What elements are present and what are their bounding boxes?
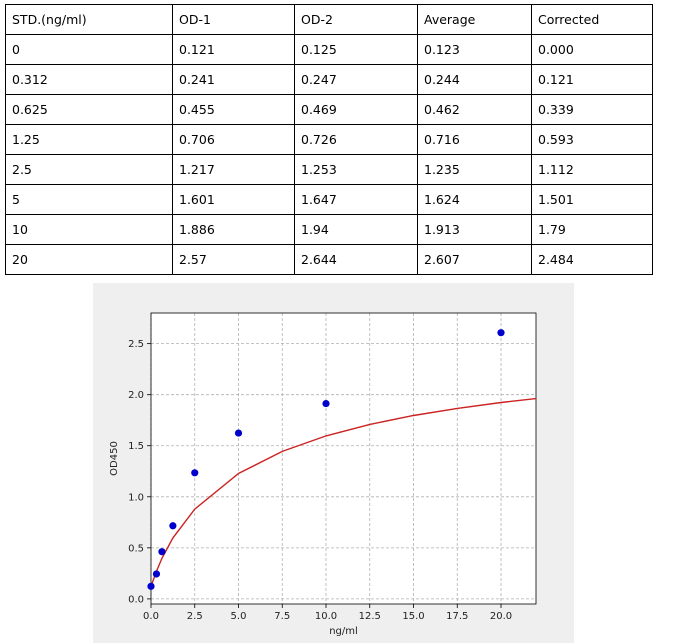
table-row: 0 0.121 0.125 0.123 0.000 (5, 34, 653, 65)
y-tick-label: 0.0 (128, 594, 144, 605)
table-row: 0.312 0.241 0.247 0.244 0.121 (5, 64, 653, 95)
cell-od1: 2.57 (172, 244, 295, 275)
cell-od2: 0.726 (294, 124, 418, 155)
cell-average: 1.913 (417, 214, 532, 245)
cell-average: 1.235 (417, 154, 532, 185)
cell-od2: 0.125 (294, 34, 418, 65)
cell-corrected: 0.339 (531, 94, 653, 125)
data-point (152, 570, 161, 578)
x-tick-label: 10.0 (315, 611, 337, 622)
cell-average: 1.624 (417, 184, 532, 215)
cell-od2: 0.247 (294, 64, 418, 95)
cell-average: 2.607 (417, 244, 532, 275)
cell-std: 0.625 (5, 94, 173, 125)
header-average: Average (417, 4, 532, 35)
cell-od1: 0.706 (172, 124, 295, 155)
cell-corrected: 0.593 (531, 124, 653, 155)
cell-od1: 1.886 (172, 214, 295, 245)
header-od2: OD-2 (294, 4, 418, 35)
x-tick-label: 12.5 (359, 611, 381, 622)
data-point (234, 429, 243, 437)
x-tick-label: 0.0 (143, 611, 159, 622)
x-tick-label: 7.5 (274, 611, 290, 622)
header-corrected: Corrected (531, 4, 653, 35)
cell-std: 2.5 (5, 154, 173, 185)
cell-corrected: 0.000 (531, 34, 653, 65)
data-point (147, 582, 155, 590)
x-tick-label: 17.5 (446, 611, 468, 622)
data-point (497, 329, 505, 337)
cell-od2: 2.644 (294, 244, 418, 275)
table-row: 1.25 0.706 0.726 0.716 0.593 (5, 124, 653, 155)
y-tick-label: 2.5 (128, 339, 144, 350)
table-row: 20 2.57 2.644 2.607 2.484 (5, 244, 653, 275)
x-axis-title: ng/ml (329, 626, 358, 637)
cell-average: 0.123 (417, 34, 532, 65)
cell-od1: 0.241 (172, 64, 295, 95)
cell-corrected: 0.121 (531, 64, 653, 95)
cell-std: 5 (5, 184, 173, 215)
y-tick-label: 1.0 (128, 492, 144, 503)
cell-std: 0.312 (5, 64, 173, 95)
x-tick-label: 5.0 (231, 611, 247, 622)
cell-std: 20 (5, 244, 173, 275)
y-tick-label: 0.5 (128, 543, 144, 554)
plot-area (151, 313, 536, 604)
cell-average: 0.244 (417, 64, 532, 95)
cell-corrected: 2.484 (531, 244, 653, 275)
x-tick-label: 2.5 (187, 611, 203, 622)
cell-od1: 1.601 (172, 184, 295, 215)
data-point (191, 469, 199, 477)
plot-frame (150, 312, 537, 605)
cell-corrected: 1.112 (531, 154, 653, 185)
cell-od1: 0.455 (172, 94, 295, 125)
table-row: 5 1.601 1.647 1.624 1.501 (5, 184, 653, 215)
cell-od2: 0.469 (294, 94, 418, 125)
standard-curve-table: STD.(ng/ml) OD-1 OD-2 Average Corrected … (5, 4, 653, 275)
data-point (158, 548, 166, 556)
cell-od1: 1.217 (172, 154, 295, 185)
standard-curve-chart: 0.0 2.5 5.0 7.5 10.0 12.5 15.0 17.5 20.0 0.0 0.5 1.… (93, 283, 574, 643)
table-row: 2.5 1.217 1.253 1.235 1.112 (5, 154, 653, 185)
cell-od2: 1.253 (294, 154, 418, 185)
cell-corrected: 1.501 (531, 184, 653, 215)
cell-average: 0.716 (417, 124, 532, 155)
y-tick-label: 1.5 (128, 441, 144, 452)
y-tick-label: 2.0 (128, 390, 144, 401)
fit-curve-line (150, 397, 537, 587)
chart-canvas: 0.0 2.5 5.0 7.5 10.0 12.5 15.0 17.5 20.0 0.0 0.5 1.… (109, 312, 537, 637)
y-axis-title: OD450 (109, 441, 120, 476)
x-tick-label: 15.0 (402, 611, 424, 622)
data-point (169, 522, 177, 530)
x-tick-label: 20.0 (490, 611, 512, 622)
cell-corrected: 1.79 (531, 214, 653, 245)
header-od1: OD-1 (172, 4, 295, 35)
cell-std: 10 (5, 214, 173, 245)
data-point (322, 399, 330, 408)
cell-od2: 1.94 (294, 214, 418, 245)
header-std: STD.(ng/ml) (5, 4, 173, 35)
cell-std: 1.25 (5, 124, 173, 155)
cell-average: 0.462 (417, 94, 532, 125)
table-row: 10 1.886 1.94 1.913 1.79 (5, 214, 653, 245)
table-header-row: STD.(ng/ml) OD-1 OD-2 Average Corrected (5, 4, 653, 35)
cell-od1: 0.121 (172, 34, 295, 65)
cell-std: 0 (5, 34, 173, 65)
cell-od2: 1.647 (294, 184, 418, 215)
table-row: 0.625 0.455 0.469 0.462 0.339 (5, 94, 653, 125)
